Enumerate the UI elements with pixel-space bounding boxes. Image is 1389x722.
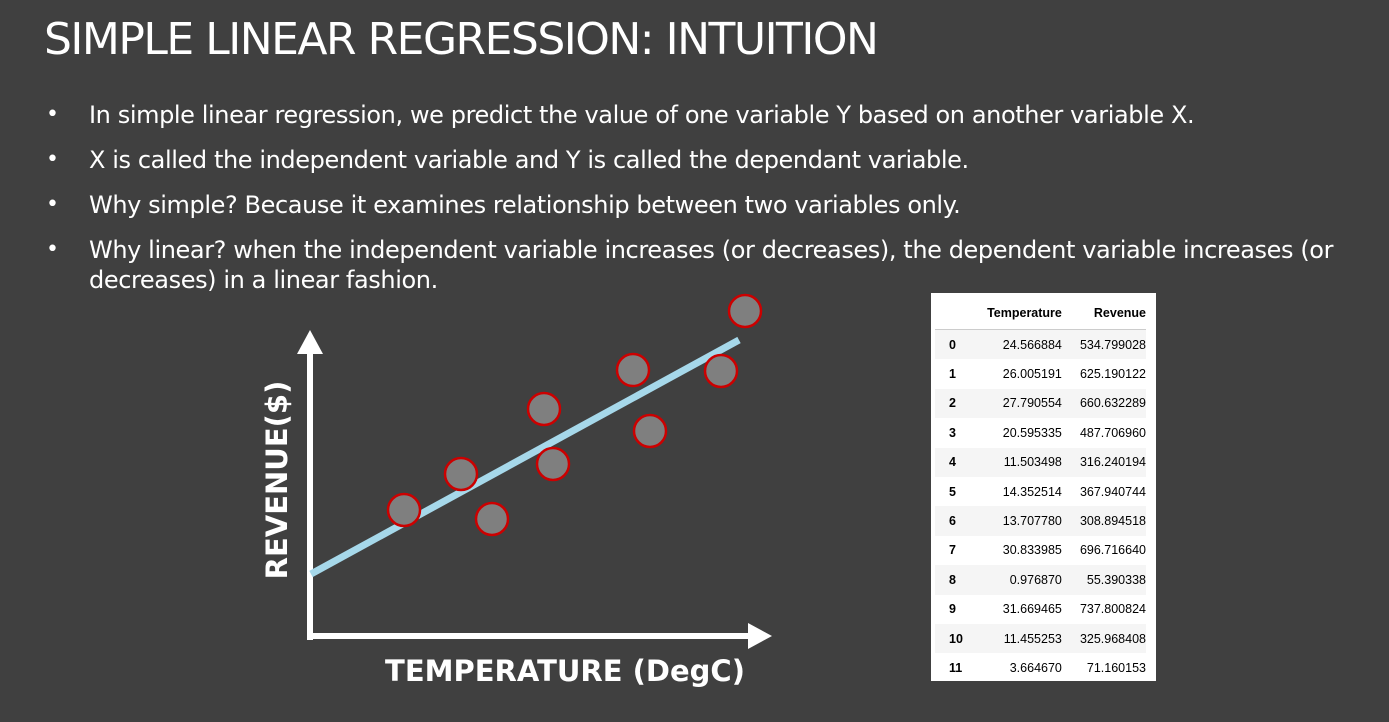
bullet-dot: • — [46, 192, 59, 217]
temperature-cell: 27.790554 — [967, 388, 1062, 419]
table-row: 11 3.664670 71.160153 — [935, 653, 1146, 682]
bullet-text: X is called the independent variable and… — [89, 146, 969, 174]
table-row: 8 0.976870 55.390338 — [935, 565, 1146, 595]
bullet-dot: • — [46, 147, 59, 172]
temperature-cell: 20.595335 — [1002, 425, 1062, 440]
data-point — [526, 391, 562, 427]
bullet-item: • X is called the independent variable an… — [44, 145, 1374, 175]
regression-line — [309, 336, 741, 578]
row-index: 6 — [935, 506, 968, 536]
revenue-cell: 696.716640 — [1079, 543, 1146, 558]
bullet-text: Why linear? when the independent variabl… — [89, 236, 1334, 294]
bullet-text: Why simple? Because it examines relation… — [89, 191, 961, 219]
row-index: 1 — [949, 367, 956, 382]
column-header: Temperature — [967, 297, 1062, 330]
table-row: 10 11.455253 325.968408 — [935, 623, 1146, 654]
bullet-item: • Why simple? Because it examines relatio… — [44, 190, 1374, 220]
row-index: 11 — [949, 660, 963, 675]
revenue-cell: 325.968408 — [1061, 623, 1146, 654]
revenue-cell: 737.800824 — [1079, 602, 1146, 617]
temperature-cell: 11.503498 — [967, 447, 1062, 477]
row-index: 0 — [935, 329, 968, 360]
slide-title: SIMPLE LINEAR REGRESSION: INTUITION — [44, 14, 879, 65]
table-header-row: Temperature Revenue — [935, 297, 1146, 330]
temperature-cell: 11.455253 — [967, 623, 1062, 654]
revenue-cell: 71.160153 — [1086, 660, 1146, 675]
temperature-cell: 24.566884 — [967, 329, 1062, 360]
temperature-cell: 14.352514 — [1002, 484, 1062, 499]
table-row: 3 20.595335 487.706960 — [935, 418, 1146, 447]
data-point — [632, 413, 668, 449]
bullet-list: • In simple linear regression, we predict… — [44, 100, 1374, 295]
data-table: Temperature Revenue 0 24.566884 534.799028… — [935, 297, 1146, 683]
bullet-text: In simple linear regression, we predict … — [89, 101, 1195, 129]
revenue-cell: 534.799028 — [1061, 329, 1146, 360]
row-index: 8 — [935, 565, 968, 595]
table-row: 6 13.707780 308.894518 — [935, 506, 1146, 536]
bullet-dot: • — [46, 237, 59, 262]
table-row: 1 26.005191 625.190122 — [935, 359, 1146, 388]
temperature-cell: 3.664670 — [1009, 660, 1062, 675]
table-row: 2 27.790554 660.632289 — [935, 388, 1146, 419]
revenue-cell: 367.940744 — [1079, 484, 1146, 499]
bullet-item: • In simple linear regression, we predict… — [44, 100, 1374, 130]
revenue-cell: 55.390338 — [1061, 565, 1146, 595]
temperature-cell: 31.669465 — [1002, 602, 1062, 617]
row-index: 10 — [935, 623, 968, 654]
table-row: 0 24.566884 534.799028 — [935, 329, 1146, 360]
data-point — [535, 446, 571, 482]
table-row: 7 30.833985 696.716640 — [935, 536, 1146, 565]
row-index: 2 — [935, 388, 968, 419]
temperature-cell: 13.707780 — [967, 506, 1062, 536]
revenue-cell: 316.240194 — [1061, 447, 1146, 477]
column-header — [935, 297, 968, 330]
y-axis-arrow — [297, 330, 323, 354]
bullet-item: • Why linear? when the independent variab… — [44, 235, 1374, 295]
revenue-cell: 660.632289 — [1061, 388, 1146, 419]
data-point — [727, 293, 763, 329]
temperature-cell: 30.833985 — [1002, 543, 1062, 558]
table-row: 4 11.503498 316.240194 — [935, 447, 1146, 477]
x-axis-label: TEMPERATURE (DegC) — [385, 654, 745, 688]
data-point — [386, 492, 422, 528]
x-axis-arrow — [748, 623, 772, 649]
row-index: 5 — [949, 484, 956, 499]
table-body: 0 24.566884 534.799028 1 26.005191 625.190122… — [935, 329, 1146, 683]
row-index: 3 — [949, 425, 956, 440]
revenue-cell: 625.190122 — [1079, 367, 1146, 382]
data-point — [443, 456, 479, 492]
revenue-cell: 487.706960 — [1079, 425, 1146, 440]
data-point — [474, 501, 510, 537]
temperature-cell: 26.005191 — [1002, 367, 1062, 382]
row-index: 9 — [949, 602, 956, 617]
bullet-dot: • — [46, 102, 59, 127]
row-index: 7 — [949, 543, 956, 558]
row-index: 4 — [935, 447, 968, 477]
data-point — [703, 353, 739, 389]
revenue-cell: 308.894518 — [1061, 506, 1146, 536]
column-header: Revenue — [1061, 297, 1146, 330]
data-point — [615, 352, 651, 388]
y-axis-label: REVENUE($) — [260, 381, 294, 580]
table-row: 5 14.352514 367.940744 — [935, 477, 1146, 506]
data-table-panel: Temperature Revenue 0 24.566884 534.799028… — [931, 293, 1156, 681]
table-row: 9 31.669465 737.800824 — [935, 595, 1146, 624]
temperature-cell: 0.976870 — [967, 565, 1062, 595]
